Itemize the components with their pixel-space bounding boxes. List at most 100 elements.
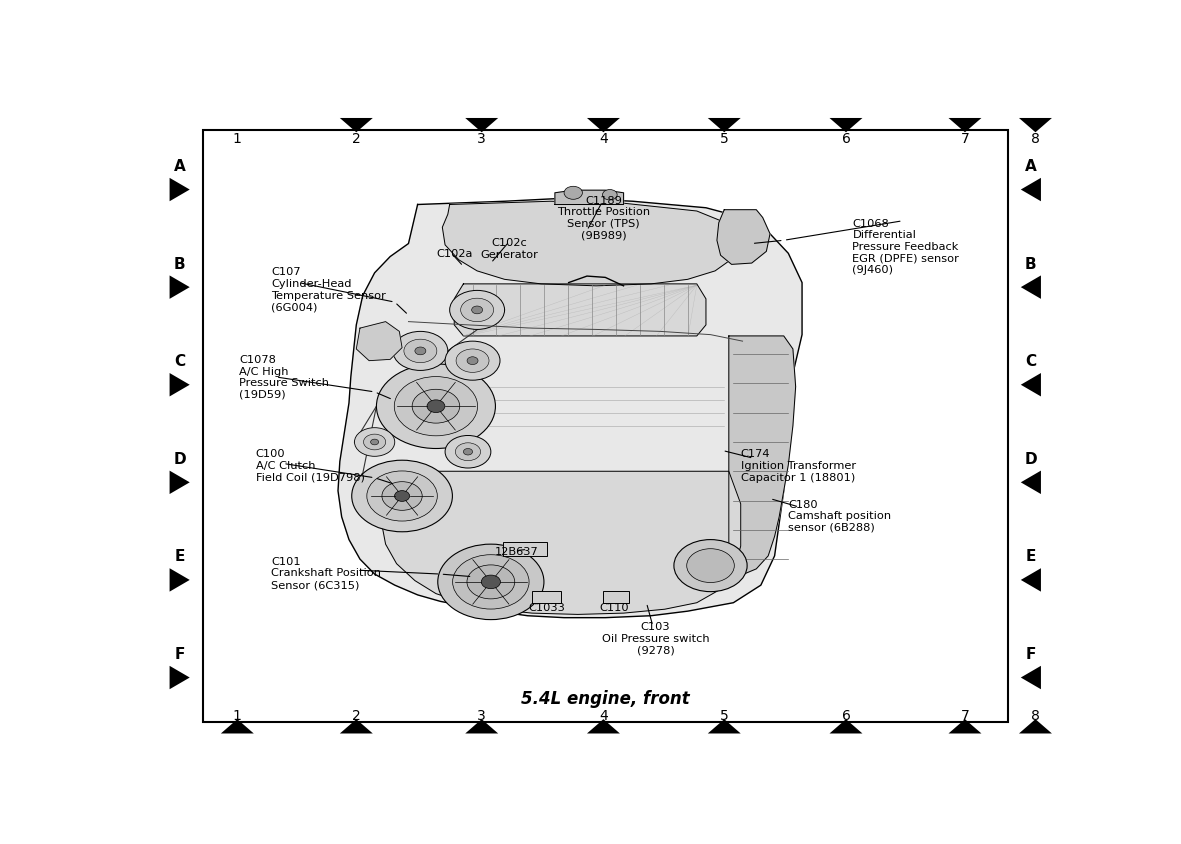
Text: 2: 2 [352,132,360,146]
Text: E: E [1025,549,1036,564]
Polygon shape [455,284,706,337]
Circle shape [471,306,483,315]
Polygon shape [587,719,620,733]
Polygon shape [170,666,190,690]
Text: C102a: C102a [436,249,472,259]
Text: 7: 7 [960,708,970,722]
Polygon shape [170,471,190,495]
Text: 8: 8 [1031,708,1040,722]
Text: C100
A/C Clutch
Field Coil (19D798): C100 A/C Clutch Field Coil (19D798) [255,449,365,482]
Text: E: E [175,549,185,564]
Circle shape [461,299,494,322]
Circle shape [456,349,489,373]
Polygon shape [170,179,190,202]
Text: C103
Oil Pressure switch
(9278): C103 Oil Pressure switch (9278) [602,621,710,654]
Polygon shape [1019,719,1052,733]
Polygon shape [465,719,498,733]
Polygon shape [948,119,981,133]
Circle shape [438,544,544,619]
Circle shape [686,549,735,583]
Circle shape [450,291,504,330]
Circle shape [352,461,452,533]
Circle shape [466,357,478,365]
Polygon shape [381,472,740,614]
Polygon shape [717,210,770,265]
Text: D: D [1025,452,1037,466]
Bar [203,131,1009,722]
Text: B: B [174,257,185,271]
Circle shape [393,332,448,371]
Text: 6: 6 [842,708,850,722]
Circle shape [428,400,445,413]
Polygon shape [170,276,190,300]
Circle shape [364,435,386,451]
Polygon shape [707,119,740,133]
Text: F: F [1025,647,1036,661]
Polygon shape [1020,666,1040,690]
Polygon shape [340,719,373,733]
Polygon shape [338,198,802,618]
Text: C180
Camshaft position
sensor (6B288): C180 Camshaft position sensor (6B288) [789,499,892,533]
Circle shape [377,365,496,449]
Text: 4: 4 [599,132,608,146]
Circle shape [482,576,501,589]
Polygon shape [1020,276,1040,300]
Polygon shape [221,719,254,733]
Text: C110: C110 [600,602,629,612]
Circle shape [463,449,472,456]
Text: 7: 7 [960,132,970,146]
Text: 6: 6 [842,132,850,146]
Text: 8: 8 [1031,132,1040,146]
Polygon shape [1019,119,1052,133]
Text: C1189
Throttle Position
Sensor (TPS)
(9B989): C1189 Throttle Position Sensor (TPS) (9B… [557,196,650,241]
Circle shape [367,472,437,522]
Polygon shape [587,119,620,133]
Polygon shape [555,191,624,205]
Text: D: D [174,452,185,466]
Text: 5: 5 [720,708,729,722]
Text: C107
Cylinder-Head
Temperature Sensor
(6G004): C107 Cylinder-Head Temperature Sensor (6… [272,267,386,311]
Text: 1: 1 [233,708,242,722]
Text: C: C [1025,354,1037,369]
Text: A: A [1025,159,1037,174]
Circle shape [445,342,500,381]
Text: C101
Crankshaft Position
Sensor (6C315): C101 Crankshaft Position Sensor (6C315) [272,556,381,589]
Text: C102c
Generator: C102c Generator [481,238,539,259]
Polygon shape [340,119,373,133]
Polygon shape [829,119,862,133]
Circle shape [565,187,582,200]
Text: A: A [174,159,185,174]
Polygon shape [829,719,862,733]
Polygon shape [729,337,796,576]
Text: C1068
Differential
Pressure Feedback
EGR (DPFE) sensor
(9J460): C1068 Differential Pressure Feedback EGR… [853,219,959,274]
Circle shape [404,340,437,363]
Text: C1078
A/C High
Pressure Switch
(19D59): C1078 A/C High Pressure Switch (19D59) [239,354,329,399]
Text: 4: 4 [599,708,608,722]
Circle shape [381,482,423,511]
Circle shape [354,428,394,457]
Polygon shape [1020,179,1040,202]
Polygon shape [1020,374,1040,397]
Text: 12B637: 12B637 [495,546,539,556]
Text: C: C [174,354,185,369]
Text: B: B [1025,257,1037,271]
Circle shape [674,540,748,592]
Polygon shape [443,202,738,286]
Text: 2: 2 [352,708,360,722]
Polygon shape [357,322,402,361]
Polygon shape [1020,471,1040,495]
Polygon shape [170,374,190,397]
Polygon shape [170,569,190,592]
Text: C1033: C1033 [528,602,566,612]
Polygon shape [465,119,498,133]
Circle shape [412,390,459,424]
Text: 5: 5 [720,132,729,146]
Circle shape [445,436,491,468]
FancyBboxPatch shape [503,542,547,556]
Circle shape [415,348,426,355]
Circle shape [602,190,618,201]
Circle shape [371,440,379,446]
Polygon shape [1020,569,1040,592]
Circle shape [394,491,410,502]
Text: C174
Ignition Transformer
Capacitor 1 (18801): C174 Ignition Transformer Capacitor 1 (1… [740,449,856,482]
